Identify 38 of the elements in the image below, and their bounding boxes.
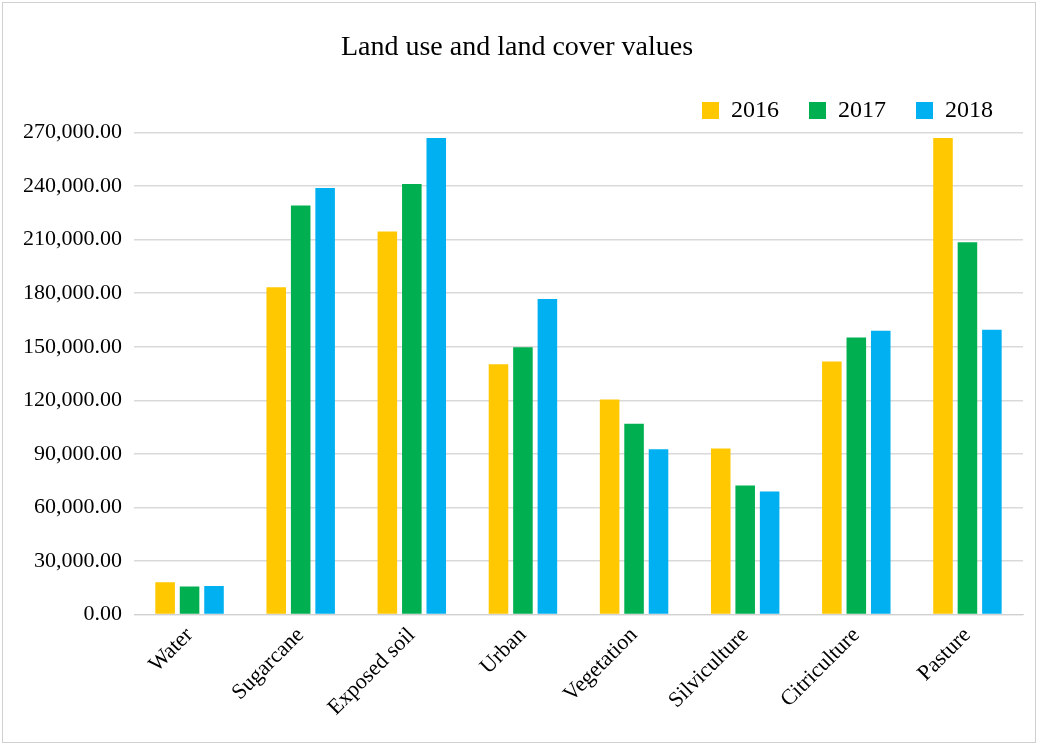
y-tick-label: 120,000.00 [23,386,122,412]
bar [488,364,509,614]
legend-label: 2017 [838,95,886,122]
y-tick-label: 180,000.00 [23,278,122,304]
bar [377,231,398,614]
y-tick-label: 0.00 [83,600,122,626]
bar [648,449,669,614]
bar [315,187,335,614]
y-tick-label: 270,000.00 [23,118,122,144]
bar [402,183,422,614]
bar [266,287,287,614]
bar [155,582,175,614]
legend-label: 2016 [731,95,779,122]
legend-label: 2018 [945,95,993,122]
chart-title: Land use and land cover values [340,30,694,62]
bar [179,586,200,614]
bar [759,491,780,614]
bar [599,399,620,614]
bar [290,205,311,614]
bar [710,448,731,614]
y-tick-label: 30,000.00 [34,546,122,572]
bar [735,485,755,614]
bar [822,361,842,614]
y-tick-label: 150,000.00 [23,332,122,358]
bar [204,586,224,614]
bar [537,299,558,614]
bar [426,137,447,614]
bar [846,337,867,614]
bar [957,242,978,614]
bar [624,423,644,614]
bar [870,330,891,614]
bar [933,137,953,614]
y-tick-label: 60,000.00 [34,493,122,519]
y-tick-label: 90,000.00 [34,439,122,465]
y-tick-label: 240,000.00 [23,171,122,197]
bar [982,329,1002,614]
bar [513,347,533,614]
y-tick-label: 210,000.00 [23,225,122,251]
